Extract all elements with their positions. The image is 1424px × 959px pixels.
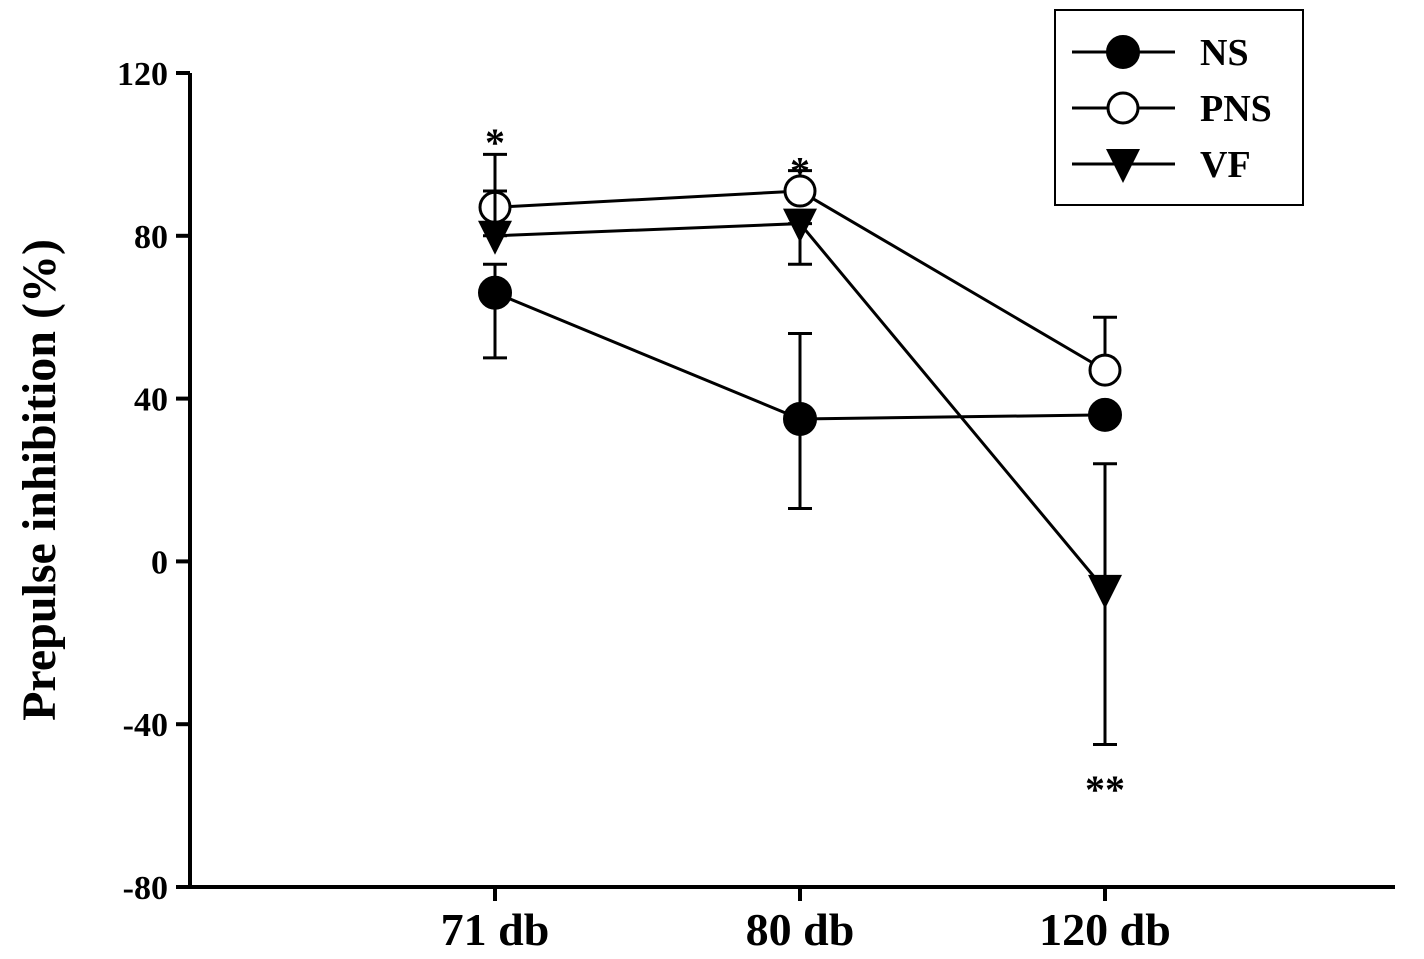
significance-mark: * — [485, 120, 505, 165]
legend: NS PNS VF — [1054, 9, 1304, 206]
plot-area — [478, 152, 1122, 747]
legend-item-ns: NS — [1072, 32, 1249, 74]
y-tick-label: -40 — [123, 707, 168, 744]
data-point — [783, 401, 817, 436]
data-point — [478, 220, 512, 255]
data-point — [1088, 353, 1122, 387]
legend-marker — [1106, 35, 1140, 69]
x-tick-label: 80 db — [746, 904, 855, 955]
series-ns — [478, 262, 1122, 510]
y-tick-label: 120 — [117, 56, 168, 93]
legend-label: VF — [1200, 144, 1251, 186]
x-tick-label: 71 db — [441, 904, 550, 955]
y-tick-label: 80 — [134, 219, 168, 256]
y-tick-label: 0 — [151, 544, 168, 581]
data-point — [478, 275, 512, 310]
x-ticks: 71 db 80 db 120 db — [441, 887, 1171, 955]
data-point — [1088, 574, 1122, 609]
axes — [188, 73, 1395, 889]
data-point — [1088, 397, 1122, 432]
significance-mark: * — [790, 148, 810, 193]
y-tick-label: 40 — [134, 382, 168, 419]
legend-item-pns: PNS — [1072, 88, 1272, 130]
legend-label: PNS — [1200, 88, 1272, 130]
legend-label: NS — [1200, 32, 1249, 74]
y-axis-title: Prepulse inhibition (%) — [13, 239, 66, 721]
annotations: **** — [485, 120, 1125, 812]
legend-item-vf: VF — [1072, 144, 1251, 186]
data-point — [783, 174, 817, 208]
x-tick-label: 120 db — [1039, 904, 1171, 955]
legend-marker — [1106, 149, 1140, 183]
significance-mark: ** — [1085, 767, 1125, 812]
legend-marker — [1106, 91, 1140, 125]
y-tick-label: -80 — [123, 870, 168, 907]
series-vf — [478, 152, 1122, 747]
data-point — [783, 208, 817, 243]
y-ticks: -80 -40 0 40 80 120 — [117, 56, 190, 907]
